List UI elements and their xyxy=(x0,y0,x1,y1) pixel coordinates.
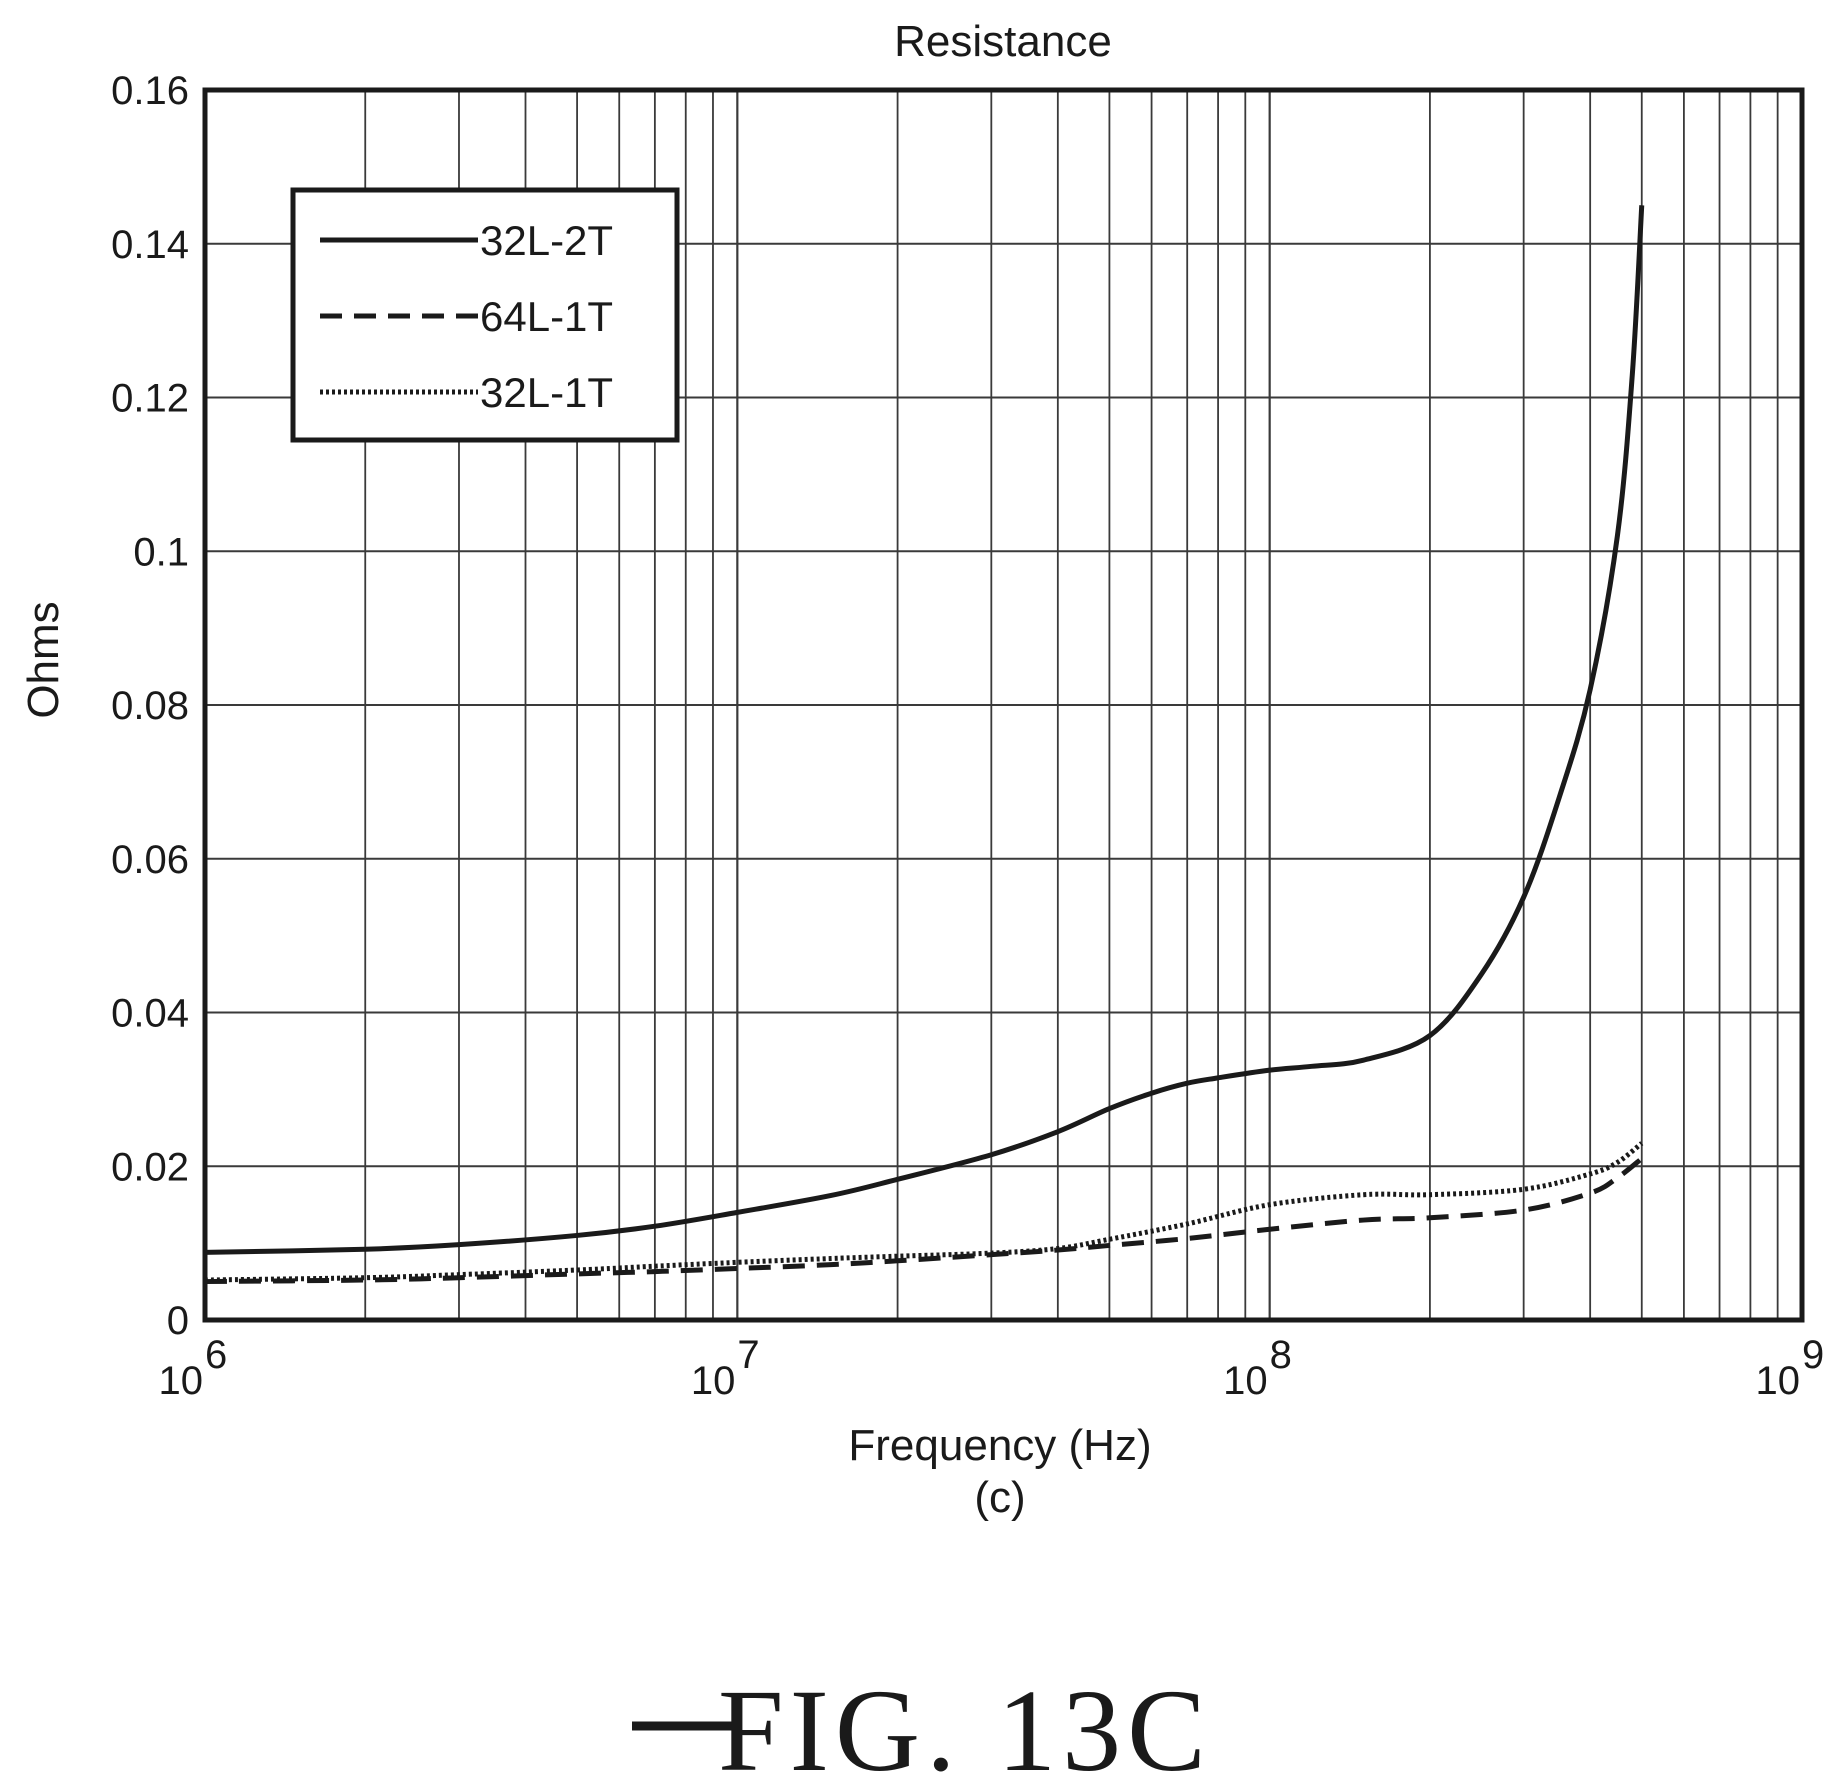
y-tick-label: 0.16 xyxy=(111,69,189,113)
x-axis-label: Frequency (Hz) xyxy=(848,1421,1151,1470)
axis-ticks: 00.020.040.060.080.10.120.140.1610610710… xyxy=(111,69,1824,1403)
y-tick-label: 0.08 xyxy=(111,684,189,728)
legend-label-2: 64L-1T xyxy=(480,293,613,340)
series-line-2 xyxy=(204,1156,1644,1285)
plot-frame xyxy=(202,87,1805,1323)
y-tick-label: 0.02 xyxy=(111,1145,189,1189)
y-tick-label: 0.04 xyxy=(111,992,189,1036)
x-tick-exponent: 8 xyxy=(1270,1333,1292,1377)
x-tick-exponent: 6 xyxy=(205,1333,227,1377)
y-axis-label: Ohms xyxy=(19,601,68,718)
x-tick-label: 10 xyxy=(159,1359,204,1403)
data-series xyxy=(204,205,1645,1285)
x-tick-exponent: 7 xyxy=(737,1333,759,1377)
x-tick-label: 10 xyxy=(1223,1359,1268,1403)
figure-caption: FIG. 13C xyxy=(632,1665,1212,1792)
legend-label-3: 32L-1T xyxy=(480,369,613,416)
y-tick-label: 0.1 xyxy=(133,530,189,574)
y-tick-label: 0.12 xyxy=(111,377,189,421)
x-tick-exponent: 9 xyxy=(1802,1333,1824,1377)
figure-caption-text: FIG. 13C xyxy=(718,1665,1212,1792)
x-tick-label: 10 xyxy=(691,1359,736,1403)
series-line-1 xyxy=(204,205,1645,1255)
chart-title: Resistance xyxy=(894,17,1112,66)
legend: 32L-2T 64L-1T 32L-1T xyxy=(290,187,680,443)
y-tick-label: 0 xyxy=(167,1299,189,1343)
y-tick-label: 0.14 xyxy=(111,223,189,267)
x-axis-sublabel: (c) xyxy=(974,1473,1025,1522)
y-tick-label: 0.06 xyxy=(111,838,189,882)
x-tick-label: 10 xyxy=(1756,1359,1801,1403)
legend-label-1: 32L-2T xyxy=(480,217,613,264)
